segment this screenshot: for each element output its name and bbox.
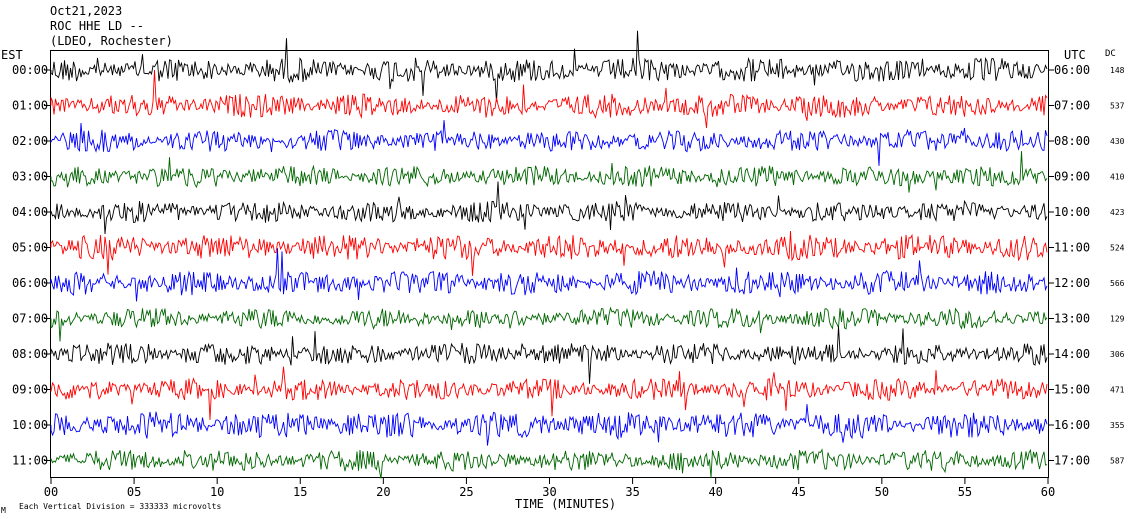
x-tick-label: 45 [792,485,806,499]
dc-offset-value: 524 [1110,244,1125,253]
est-hour-label: 09:00 [12,383,48,397]
dc-column-header: DC [1105,49,1116,59]
trace-row-7 [50,306,1048,342]
est-hour-label: 10:00 [12,418,48,432]
est-hour-label: 11:00 [12,454,48,468]
header-date: Oct21,2023 [50,4,123,18]
dc-offset-value: 566 [1110,279,1125,288]
dc-offset-value: 129 [1110,315,1125,324]
est-hour-label: 08:00 [12,347,48,361]
plot-frame [50,50,1049,478]
trace-layer [50,30,1048,479]
dc-offset-value: 423 [1110,208,1125,217]
trace-row-1 [50,69,1048,129]
x-tick-label: 25 [459,485,473,499]
x-tick-label: 30 [542,485,556,499]
trace-row-3 [50,151,1048,193]
trace-row-9 [50,366,1048,421]
dc-offset-value: 430 [1110,137,1125,146]
utc-hour-label: 11:00 [1054,241,1090,255]
corner-mark: M [1,506,6,515]
est-hour-label: 02:00 [12,134,48,148]
est-hour-label: 05:00 [12,241,48,255]
utc-hour-label: 07:00 [1054,99,1090,113]
est-hour-label: 06:00 [12,276,48,290]
x-tick-label: 20 [376,485,390,499]
header-location: (LDEO, Rochester) [50,34,173,48]
x-tick-label: 15 [293,485,307,499]
dc-offset-value: 537 [1110,102,1125,111]
x-tick-label: 00 [44,485,58,499]
utc-hour-label: 16:00 [1054,418,1090,432]
dc-offset-value: 355 [1110,421,1125,430]
x-tick-label: 10 [210,485,224,499]
x-tick-label: 40 [708,485,722,499]
trace-row-4 [50,181,1048,235]
trace-row-5 [50,230,1048,276]
est-hour-label: 03:00 [12,170,48,184]
x-tick-label: 60 [1041,485,1055,499]
label-layer: 00:00 06:00 148 01:00 07:00 537 02:00 08:00 430 0… [12,63,1125,499]
right-timezone-label: UTC [1064,48,1086,62]
utc-hour-label: 09:00 [1054,170,1090,184]
trace-row-2 [50,120,1048,166]
utc-hour-label: 17:00 [1054,454,1090,468]
x-tick-label: 50 [875,485,889,499]
trace-row-8 [50,326,1048,384]
header-station: ROC HHE LD -- [50,19,144,33]
est-hour-label: 04:00 [12,205,48,219]
trace-row-0 [50,30,1048,102]
x-tick-label: 05 [127,485,141,499]
utc-hour-label: 12:00 [1054,276,1090,290]
trace-row-11 [50,448,1048,479]
utc-hour-label: 10:00 [1054,205,1090,219]
dc-offset-value: 306 [1110,350,1125,359]
x-tick-label: 35 [625,485,639,499]
dc-offset-value: 148 [1110,66,1125,75]
dc-offset-value: 471 [1110,386,1125,395]
dc-offset-value: 410 [1110,173,1125,182]
x-axis-label: TIME (MINUTES) [515,497,617,511]
x-tick-label: 55 [958,485,972,499]
utc-hour-label: 13:00 [1054,312,1090,326]
dc-offset-value: 587 [1110,457,1125,466]
left-timezone-label: EST [1,48,23,62]
trace-row-6 [50,248,1048,302]
utc-hour-label: 08:00 [1054,134,1090,148]
utc-hour-label: 14:00 [1054,347,1090,361]
utc-hour-label: 06:00 [1054,63,1090,77]
trace-row-10 [50,404,1048,446]
scale-note: Each Vertical Division = 333333 microvol… [19,502,222,511]
est-hour-label: 07:00 [12,312,48,326]
est-hour-label: 01:00 [12,99,48,113]
utc-hour-label: 15:00 [1054,383,1090,397]
est-hour-label: 00:00 [12,63,48,77]
